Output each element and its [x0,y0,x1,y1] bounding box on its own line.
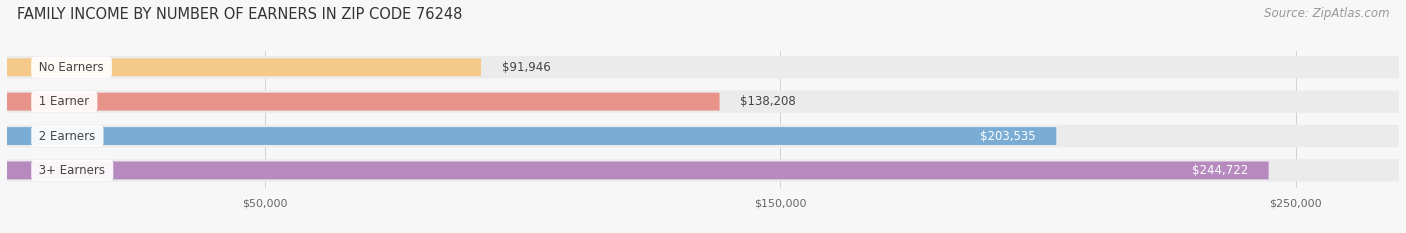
Text: $138,208: $138,208 [740,95,796,108]
Text: $244,722: $244,722 [1192,164,1249,177]
Text: FAMILY INCOME BY NUMBER OF EARNERS IN ZIP CODE 76248: FAMILY INCOME BY NUMBER OF EARNERS IN ZI… [17,7,463,22]
Text: 3+ Earners: 3+ Earners [35,164,110,177]
Text: No Earners: No Earners [35,61,108,74]
FancyBboxPatch shape [7,159,1399,182]
FancyBboxPatch shape [7,58,481,76]
FancyBboxPatch shape [7,93,720,111]
Text: Source: ZipAtlas.com: Source: ZipAtlas.com [1264,7,1389,20]
FancyBboxPatch shape [7,127,1056,145]
FancyBboxPatch shape [7,125,1399,147]
FancyBboxPatch shape [7,161,1268,179]
FancyBboxPatch shape [7,56,1399,79]
Text: $91,946: $91,946 [502,61,550,74]
FancyBboxPatch shape [7,90,1399,113]
Text: 1 Earner: 1 Earner [35,95,93,108]
Text: 2 Earners: 2 Earners [35,130,100,143]
Text: $203,535: $203,535 [980,130,1036,143]
